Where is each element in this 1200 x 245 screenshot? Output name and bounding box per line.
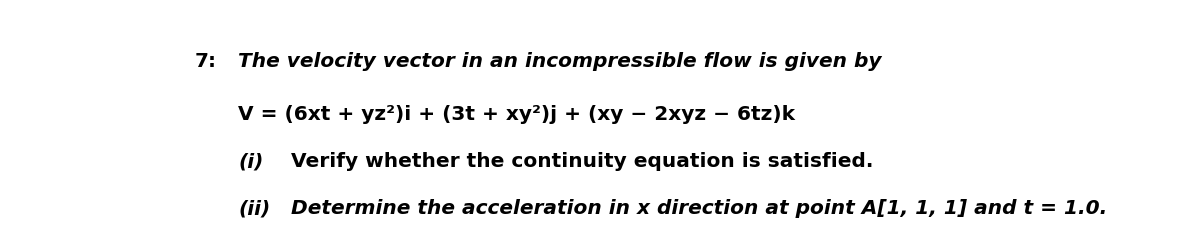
Text: The velocity vector in an incompressible flow is given by: The velocity vector in an incompressible… bbox=[239, 52, 882, 71]
Text: (ii): (ii) bbox=[239, 199, 271, 218]
Text: 7:: 7: bbox=[194, 52, 217, 71]
Text: Verify whether the continuity equation is satisfied.: Verify whether the continuity equation i… bbox=[292, 152, 874, 171]
Text: V = (6xt + yz²)i + (3t + xy²)j + (xy − 2xyz − 6tz)k: V = (6xt + yz²)i + (3t + xy²)j + (xy − 2… bbox=[239, 105, 796, 124]
Text: (i): (i) bbox=[239, 152, 264, 171]
Text: Determine the acceleration in x direction at point A[1, 1, 1] and t = 1.0.: Determine the acceleration in x directio… bbox=[292, 199, 1108, 218]
